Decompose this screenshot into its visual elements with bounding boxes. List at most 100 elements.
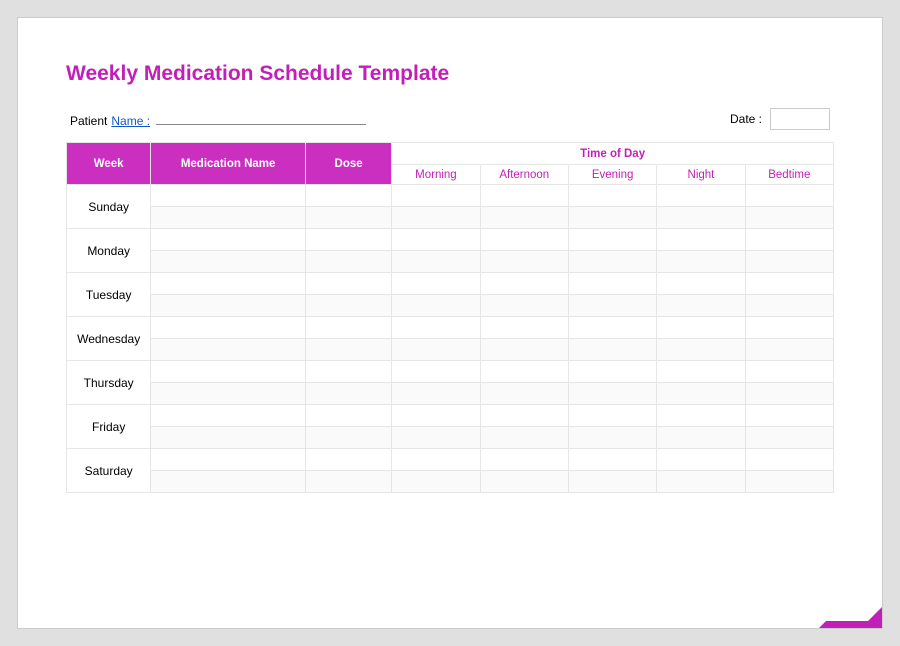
data-cell[interactable] [151, 471, 306, 493]
data-cell[interactable] [745, 185, 833, 207]
data-cell[interactable] [568, 207, 656, 229]
data-cell[interactable] [568, 185, 656, 207]
data-cell[interactable] [392, 383, 480, 405]
data-cell[interactable] [392, 185, 480, 207]
data-cell[interactable] [305, 383, 391, 405]
data-cell[interactable] [151, 449, 306, 471]
data-cell[interactable] [657, 295, 745, 317]
data-cell[interactable] [745, 273, 833, 295]
data-cell[interactable] [745, 207, 833, 229]
data-cell[interactable] [568, 229, 656, 251]
data-cell[interactable] [305, 185, 391, 207]
data-cell[interactable] [151, 251, 306, 273]
data-cell[interactable] [480, 471, 568, 493]
data-cell[interactable] [392, 317, 480, 339]
data-cell[interactable] [305, 295, 391, 317]
data-cell[interactable] [745, 339, 833, 361]
data-cell[interactable] [657, 185, 745, 207]
data-cell[interactable] [392, 361, 480, 383]
data-cell[interactable] [392, 295, 480, 317]
data-cell[interactable] [657, 273, 745, 295]
data-cell[interactable] [657, 405, 745, 427]
data-cell[interactable] [568, 361, 656, 383]
data-cell[interactable] [151, 339, 306, 361]
data-cell[interactable] [392, 207, 480, 229]
data-cell[interactable] [480, 273, 568, 295]
data-cell[interactable] [745, 471, 833, 493]
data-cell[interactable] [392, 405, 480, 427]
data-cell[interactable] [392, 251, 480, 273]
data-cell[interactable] [745, 405, 833, 427]
data-cell[interactable] [480, 339, 568, 361]
data-cell[interactable] [657, 339, 745, 361]
data-cell[interactable] [151, 317, 306, 339]
data-cell[interactable] [392, 273, 480, 295]
data-cell[interactable] [745, 251, 833, 273]
data-cell[interactable] [151, 273, 306, 295]
data-cell[interactable] [392, 449, 480, 471]
data-cell[interactable] [657, 449, 745, 471]
data-cell[interactable] [657, 229, 745, 251]
data-cell[interactable] [392, 471, 480, 493]
data-cell[interactable] [568, 427, 656, 449]
data-cell[interactable] [745, 449, 833, 471]
data-cell[interactable] [305, 273, 391, 295]
data-cell[interactable] [480, 361, 568, 383]
data-cell[interactable] [745, 361, 833, 383]
data-cell[interactable] [392, 339, 480, 361]
data-cell[interactable] [392, 229, 480, 251]
data-cell[interactable] [480, 405, 568, 427]
data-cell[interactable] [745, 427, 833, 449]
data-cell[interactable] [657, 207, 745, 229]
data-cell[interactable] [745, 317, 833, 339]
date-input[interactable] [770, 108, 830, 130]
data-cell[interactable] [305, 339, 391, 361]
data-cell[interactable] [480, 207, 568, 229]
data-cell[interactable] [305, 427, 391, 449]
data-cell[interactable] [151, 405, 306, 427]
data-cell[interactable] [480, 295, 568, 317]
data-cell[interactable] [305, 317, 391, 339]
data-cell[interactable] [657, 317, 745, 339]
data-cell[interactable] [480, 185, 568, 207]
data-cell[interactable] [568, 295, 656, 317]
data-cell[interactable] [151, 427, 306, 449]
data-cell[interactable] [305, 207, 391, 229]
data-cell[interactable] [305, 251, 391, 273]
data-cell[interactable] [480, 317, 568, 339]
data-cell[interactable] [745, 383, 833, 405]
data-cell[interactable] [151, 295, 306, 317]
data-cell[interactable] [568, 405, 656, 427]
data-cell[interactable] [305, 361, 391, 383]
patient-name-input-line[interactable] [156, 111, 366, 125]
data-cell[interactable] [657, 251, 745, 273]
data-cell[interactable] [151, 383, 306, 405]
data-cell[interactable] [568, 471, 656, 493]
data-cell[interactable] [568, 339, 656, 361]
data-cell[interactable] [657, 361, 745, 383]
data-cell[interactable] [392, 427, 480, 449]
data-cell[interactable] [568, 383, 656, 405]
data-cell[interactable] [480, 449, 568, 471]
data-cell[interactable] [568, 273, 656, 295]
data-cell[interactable] [657, 427, 745, 449]
data-cell[interactable] [480, 427, 568, 449]
data-cell[interactable] [657, 383, 745, 405]
data-cell[interactable] [568, 449, 656, 471]
data-cell[interactable] [657, 471, 745, 493]
data-cell[interactable] [745, 295, 833, 317]
data-cell[interactable] [151, 185, 306, 207]
data-cell[interactable] [305, 229, 391, 251]
data-cell[interactable] [480, 383, 568, 405]
data-cell[interactable] [151, 361, 306, 383]
data-cell[interactable] [745, 229, 833, 251]
data-cell[interactable] [305, 471, 391, 493]
data-cell[interactable] [151, 229, 306, 251]
data-cell[interactable] [305, 405, 391, 427]
data-cell[interactable] [480, 229, 568, 251]
data-cell[interactable] [480, 251, 568, 273]
data-cell[interactable] [305, 449, 391, 471]
data-cell[interactable] [568, 317, 656, 339]
data-cell[interactable] [151, 207, 306, 229]
data-cell[interactable] [568, 251, 656, 273]
